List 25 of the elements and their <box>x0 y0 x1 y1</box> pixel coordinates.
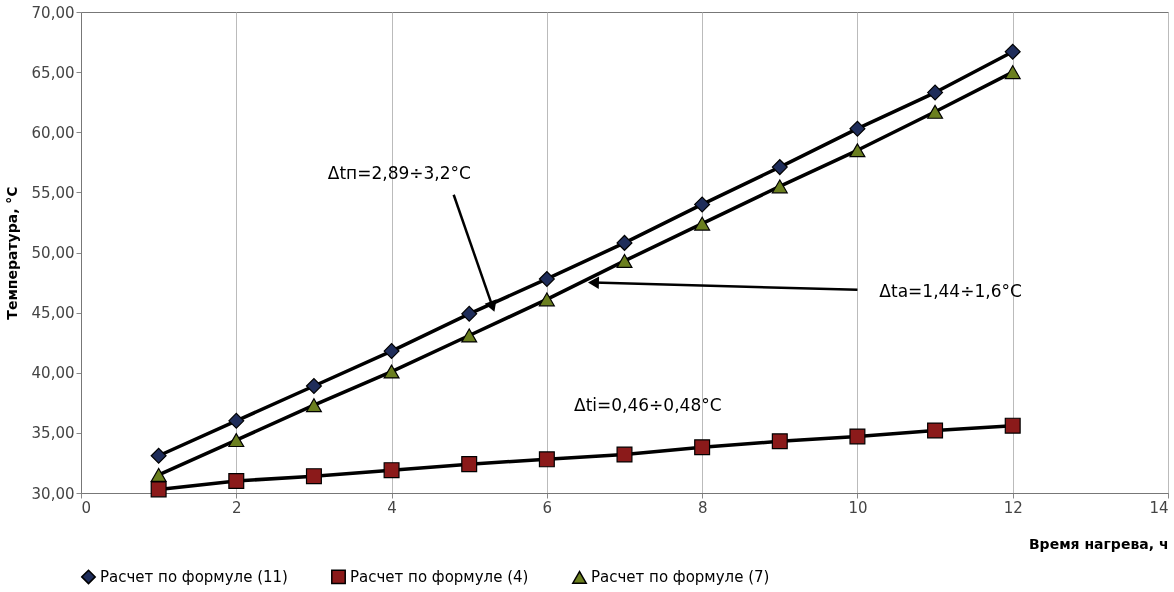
x-axis-title: Время нагрева, ч <box>1028 535 1169 552</box>
y-tick-label: 70,00 <box>31 3 75 22</box>
x-tick-label: 14 <box>1149 498 1169 517</box>
x-tick-label: 2 <box>232 498 242 517</box>
x-tick-label: 10 <box>848 498 868 517</box>
y-tick-label: 50,00 <box>31 244 75 262</box>
x-tick-label: 8 <box>697 498 708 517</box>
y-tick-label: 60,00 <box>31 123 75 142</box>
legend-label: Расчет по формуле (11) <box>100 567 288 586</box>
y-tick-label: 55,00 <box>31 183 75 202</box>
x-tick-label: 12 <box>1003 498 1023 517</box>
x-tick-label: 4 <box>387 498 397 517</box>
legend-label: Расчет по формуле (7) <box>591 568 770 587</box>
y-tick-label: 30,00 <box>31 484 75 503</box>
y-tick-label: 45,00 <box>31 304 75 323</box>
annotation: Δti=0,46÷0,48°C <box>574 395 722 416</box>
y-tick-label: 65,00 <box>31 63 75 82</box>
x-tick-label: 0 <box>81 498 92 517</box>
y-tick-label: 40,00 <box>31 364 75 383</box>
annotation: Δtп=2,89÷3,2°C <box>327 163 471 184</box>
y-tick-label: 35,00 <box>31 424 75 443</box>
y-axis-title: Температура, °C <box>3 186 20 320</box>
legend-label: Расчет по формуле (4) <box>350 567 529 586</box>
annotation: Δta=1,44÷1,6°C <box>879 281 1022 302</box>
x-tick-label: 6 <box>542 498 553 517</box>
